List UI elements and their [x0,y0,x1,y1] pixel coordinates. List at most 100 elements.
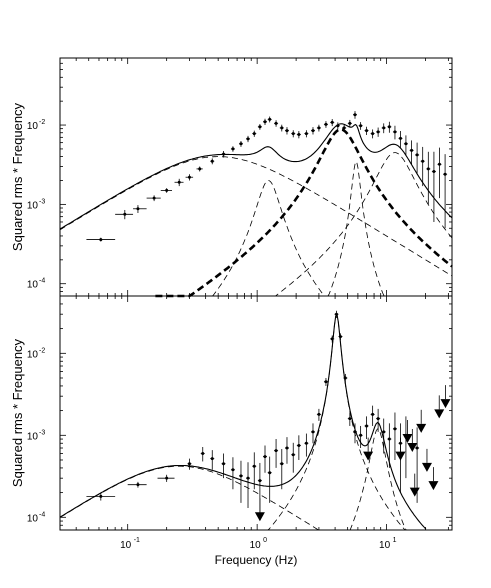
upper-limit-marker [395,451,406,461]
upper-limit-marker [363,451,374,461]
data-point [353,423,358,444]
data-marker [393,130,397,134]
data-point [310,127,315,135]
data-marker [280,462,284,466]
data-point [221,453,226,479]
data-point [174,178,184,187]
data-marker [359,124,363,128]
data-marker [152,196,156,200]
data-point [115,209,134,220]
data-marker [348,121,352,125]
data-marker [432,169,436,173]
model-component [59,156,453,277]
data-point [146,195,161,202]
data-point [347,119,352,128]
upper-limit-marker [421,462,432,472]
data-marker [376,417,380,421]
data-point [291,442,296,473]
y-tick-label-exponent: -3 [39,429,45,436]
data-marker [410,148,414,152]
data-marker [99,238,103,242]
data-marker [426,167,430,171]
upper-limit-marker [402,434,413,444]
data-marker [239,142,243,146]
data-point [279,449,284,490]
data-marker [231,468,235,472]
model-component [59,465,357,531]
data-marker [398,136,402,140]
data-marker [393,427,397,431]
data-marker [99,494,103,498]
data-marker [404,142,408,146]
data-point [246,135,251,143]
data-marker [210,457,214,461]
data-point [409,140,414,165]
data-marker [421,159,425,163]
data-marker [187,175,191,179]
data-marker [231,147,235,151]
y-tick-label-exponent: -2 [39,119,45,126]
total-model [59,313,427,530]
data-marker [330,120,334,124]
data-marker [311,129,315,133]
data-point [252,130,257,137]
data-marker [285,446,289,450]
x-tick-label-exponent: 1 [393,537,397,544]
data-point [437,147,442,199]
data-point [296,131,301,139]
data-point [364,126,369,135]
data-marker [274,121,278,125]
data-point [310,423,315,444]
data-marker [336,124,340,128]
upper-limit-marker [409,487,420,497]
data-marker [263,455,267,459]
data-marker [291,453,295,457]
y-tick-label-exponent: -4 [39,278,45,285]
data-point [323,121,328,128]
top-y-tick-labels: 10-410-310-2 [27,119,45,291]
data-point [304,433,309,457]
model-component [192,180,345,297]
data-point [187,458,192,470]
data-point [86,237,116,242]
data-point [347,412,352,426]
data-marker [415,153,419,157]
data-marker [258,479,262,483]
data-point [157,474,175,482]
upper-limit-marker [428,481,439,491]
data-point [353,111,358,119]
data-marker [252,464,256,468]
data-marker [359,433,363,437]
y-tick-label: 10 [27,513,39,524]
bottom-data-points [86,310,420,518]
y-tick-label: 10 [27,200,39,211]
data-point [335,122,340,130]
data-marker [222,152,226,156]
bottom-panel: 10-410-310-2 10 -1 10 0 10 1 Squared rms * Fr… [10,295,453,567]
data-marker [187,462,191,466]
data-point [296,435,301,460]
data-marker [258,125,262,129]
data-point [279,124,284,132]
data-point [230,146,235,152]
data-point [403,135,408,155]
upper-limit-marker [407,443,418,453]
upper-limit-marker [434,409,445,419]
model-component [242,152,453,297]
data-point [263,445,268,473]
x-tick-label: 10 [120,540,132,551]
data-marker [317,412,321,416]
data-point [257,124,262,130]
data-marker [353,113,357,117]
data-point [316,408,321,421]
data-marker [365,129,369,133]
y-tick-label-exponent: -2 [39,347,45,354]
data-marker [177,180,181,184]
data-point [267,116,272,123]
data-point [185,174,194,181]
data-point [364,416,369,440]
data-marker [387,437,391,441]
data-point [127,481,147,488]
data-point [210,450,215,470]
